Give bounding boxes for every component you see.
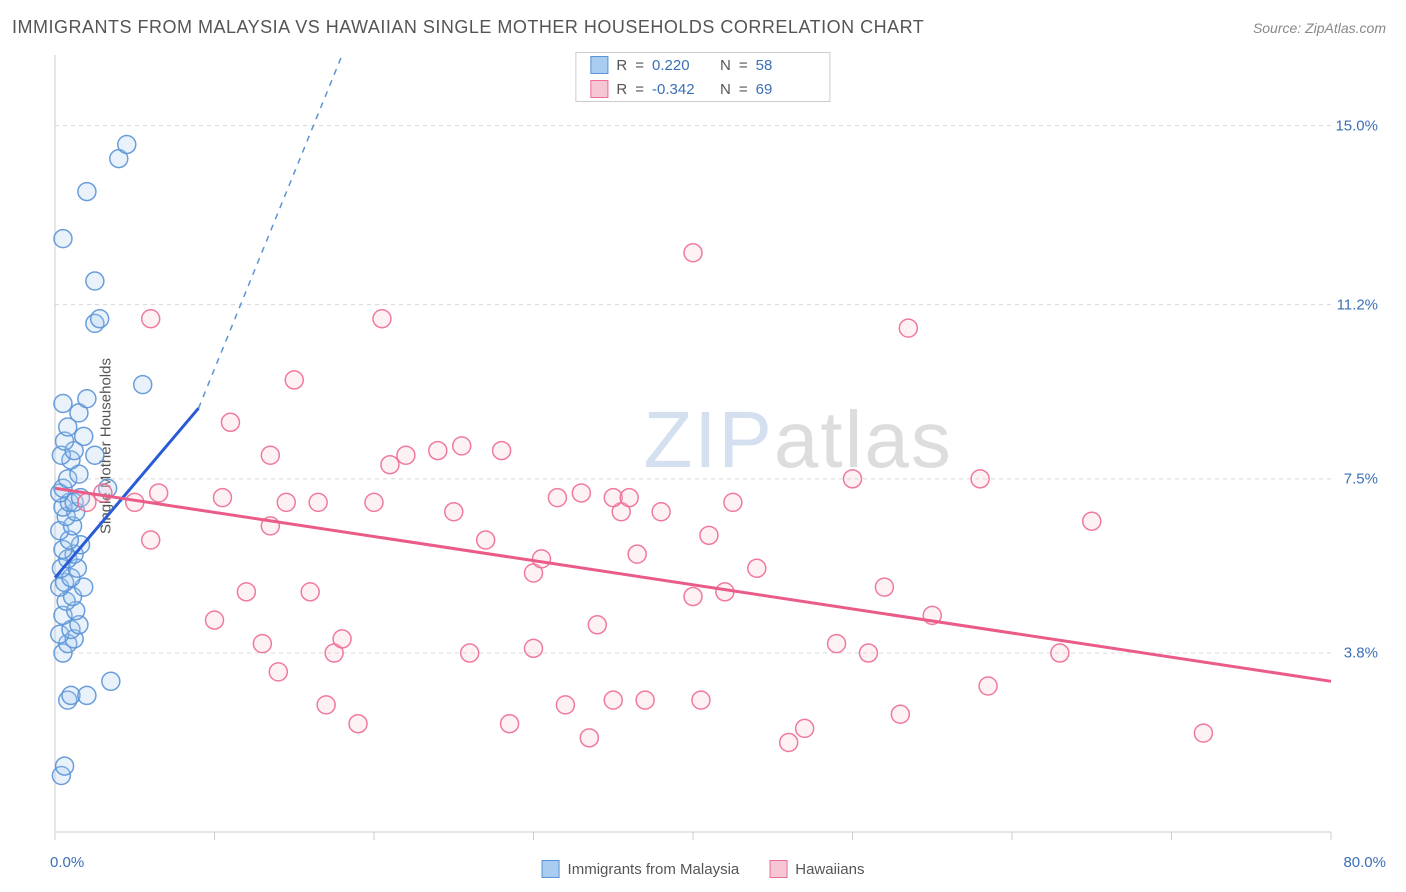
n-label: N: [720, 57, 731, 74]
source-label: Source:: [1253, 20, 1301, 36]
legend-stats-row-blue: R = 0.220 N = 58: [576, 53, 829, 77]
legend-swatch-pink: [590, 80, 608, 98]
r-label: R: [616, 57, 627, 74]
y-tick-label: 15.0%: [1335, 117, 1378, 134]
legend-stats-row-pink: R = -0.342 N = 69: [576, 77, 829, 101]
source-link[interactable]: ZipAtlas.com: [1305, 20, 1386, 36]
x-axis-labels: 0.0% 80.0%: [50, 854, 1386, 874]
scatter-chart: [50, 50, 1386, 847]
y-tick-label: 7.5%: [1344, 470, 1378, 487]
r-value-blue: 0.220: [652, 57, 712, 74]
r-value-pink: -0.342: [652, 81, 712, 98]
chart-header: IMMIGRANTS FROM MALAYSIA VS HAWAIIAN SIN…: [0, 0, 1406, 45]
legend-swatch-blue: [590, 56, 608, 74]
n-value-pink: 69: [756, 81, 816, 98]
n-value-blue: 58: [756, 57, 816, 74]
plot-area: ZIPatlas 3.8%7.5%11.2%15.0%: [50, 50, 1386, 847]
chart-title: IMMIGRANTS FROM MALAYSIA VS HAWAIIAN SIN…: [12, 17, 924, 38]
source-attribution: Source: ZipAtlas.com: [1253, 20, 1386, 36]
x-min-label: 0.0%: [50, 854, 84, 871]
legend-stats: R = 0.220 N = 58 R = -0.342 N = 69: [575, 52, 830, 102]
x-max-label: 80.0%: [1343, 854, 1386, 871]
y-tick-label: 11.2%: [1337, 296, 1378, 313]
y-tick-label: 3.8%: [1344, 645, 1378, 662]
